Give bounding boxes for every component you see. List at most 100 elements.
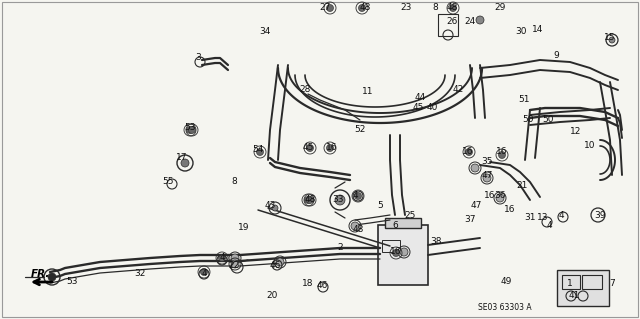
Text: 8: 8: [432, 4, 438, 12]
Text: 8: 8: [231, 177, 237, 187]
Text: 48: 48: [304, 196, 316, 204]
Text: SE03 63303 A: SE03 63303 A: [478, 303, 532, 313]
Text: 4: 4: [352, 190, 358, 199]
Text: 22: 22: [228, 261, 239, 270]
Text: 3: 3: [195, 54, 201, 63]
Text: 48: 48: [359, 4, 371, 12]
Circle shape: [186, 127, 193, 133]
Text: 39: 39: [595, 211, 605, 219]
Circle shape: [307, 197, 314, 204]
Circle shape: [449, 4, 456, 11]
Text: 21: 21: [516, 181, 528, 189]
Text: 7: 7: [609, 279, 615, 288]
Text: 50: 50: [542, 115, 554, 124]
Circle shape: [465, 149, 472, 155]
Bar: [562, 275, 580, 289]
Text: 45: 45: [302, 144, 314, 152]
Text: 48: 48: [352, 226, 364, 234]
Text: 37: 37: [464, 216, 476, 225]
Text: FR.: FR.: [30, 269, 50, 279]
Text: 46: 46: [269, 261, 281, 270]
Text: 4: 4: [558, 211, 564, 219]
Text: 47: 47: [470, 201, 482, 210]
Circle shape: [358, 4, 365, 11]
Text: 46: 46: [316, 280, 328, 290]
Circle shape: [496, 194, 504, 202]
Text: 53: 53: [184, 123, 196, 132]
Bar: [582, 275, 602, 289]
Text: 4: 4: [219, 254, 225, 263]
Text: 13: 13: [537, 213, 548, 222]
Bar: [557, 270, 609, 306]
Text: 30: 30: [515, 27, 527, 36]
Text: 54: 54: [252, 145, 264, 154]
Circle shape: [400, 248, 408, 256]
Circle shape: [231, 254, 239, 262]
Text: 47: 47: [481, 170, 493, 180]
Text: 14: 14: [532, 26, 544, 34]
Circle shape: [351, 222, 359, 230]
Text: 44: 44: [414, 93, 426, 102]
Text: 48: 48: [446, 4, 458, 12]
Circle shape: [272, 205, 278, 211]
Text: 45: 45: [412, 103, 424, 113]
Text: 16: 16: [484, 190, 496, 199]
Text: 16: 16: [496, 147, 508, 157]
Text: 18: 18: [302, 278, 314, 287]
Circle shape: [218, 255, 225, 262]
Bar: [438, 14, 458, 36]
Text: 16: 16: [462, 147, 474, 157]
Text: 4: 4: [546, 220, 552, 229]
Bar: [385, 218, 421, 228]
Text: 42: 42: [452, 85, 463, 94]
Text: 55: 55: [163, 177, 173, 187]
Circle shape: [181, 159, 189, 167]
Text: 36: 36: [494, 190, 506, 199]
Text: 1: 1: [567, 279, 573, 288]
Circle shape: [355, 192, 362, 199]
Text: 16: 16: [390, 248, 402, 256]
Text: 41: 41: [568, 292, 580, 300]
Text: 16: 16: [504, 205, 516, 214]
Text: 12: 12: [570, 128, 582, 137]
Bar: [382, 240, 400, 252]
Circle shape: [499, 152, 506, 159]
Circle shape: [276, 258, 284, 266]
Text: 40: 40: [426, 103, 438, 113]
Text: 25: 25: [404, 211, 416, 219]
Circle shape: [189, 127, 195, 133]
Circle shape: [305, 197, 312, 204]
Bar: [378, 225, 428, 285]
Text: 27: 27: [319, 4, 331, 12]
Text: 43: 43: [264, 201, 276, 210]
Text: 17: 17: [176, 153, 188, 162]
Text: 32: 32: [134, 269, 146, 278]
Circle shape: [476, 16, 484, 24]
Text: 35: 35: [481, 158, 493, 167]
Text: 23: 23: [400, 4, 412, 12]
Circle shape: [471, 164, 479, 172]
Circle shape: [326, 145, 333, 152]
Circle shape: [257, 149, 264, 155]
Text: 52: 52: [355, 125, 365, 135]
Circle shape: [483, 174, 491, 182]
Text: 31: 31: [524, 213, 536, 222]
Text: 16: 16: [326, 144, 338, 152]
Text: 33: 33: [332, 196, 344, 204]
Text: 29: 29: [494, 4, 506, 12]
Text: 11: 11: [362, 87, 374, 97]
Circle shape: [307, 145, 314, 152]
Text: 10: 10: [584, 140, 596, 150]
Circle shape: [326, 4, 333, 11]
Circle shape: [335, 195, 345, 205]
Text: 15: 15: [604, 33, 616, 42]
Text: 38: 38: [430, 238, 442, 247]
Text: 50: 50: [522, 115, 534, 124]
Text: 5: 5: [377, 201, 383, 210]
Text: 9: 9: [553, 50, 559, 60]
Text: 6: 6: [392, 220, 398, 229]
Text: 26: 26: [446, 18, 458, 26]
Text: 28: 28: [300, 85, 310, 94]
Text: 34: 34: [259, 27, 271, 36]
Text: 51: 51: [518, 95, 530, 105]
